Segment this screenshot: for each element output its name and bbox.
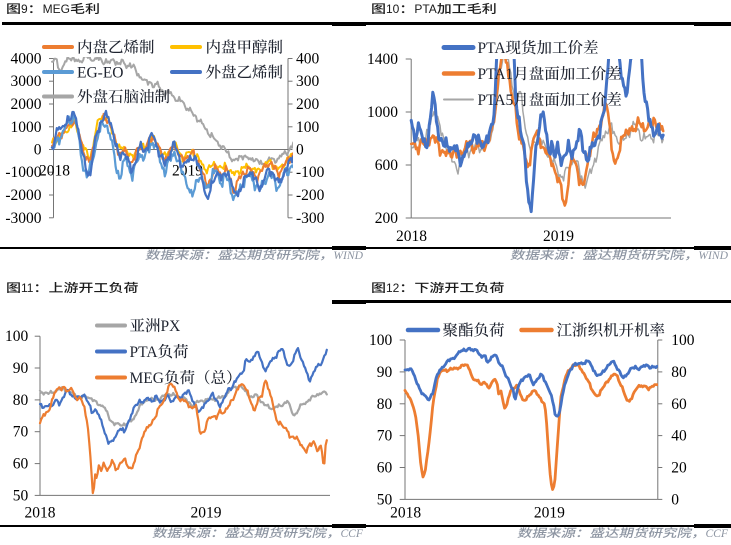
svg-text:亚洲PX: 亚洲PX [130,318,181,335]
svg-text:100: 100 [671,332,695,349]
svg-text:聚酯负荷: 聚酯负荷 [443,322,505,340]
svg-text:0: 0 [296,142,304,159]
svg-text:2018: 2018 [396,228,427,245]
svg-text:20: 20 [671,460,687,477]
svg-text:MEG负荷（总）: MEG负荷（总） [130,369,242,387]
svg-text:2018: 2018 [25,505,56,522]
svg-text:40: 40 [671,428,687,445]
svg-text:PTA1月盘面加工价差: PTA1月盘面加工价差 [478,65,622,83]
svg-text:200: 200 [296,96,320,113]
svg-text:2018: 2018 [390,505,421,522]
svg-text:80: 80 [671,364,687,381]
svg-text:100: 100 [5,328,29,345]
svg-text:60: 60 [377,460,393,477]
svg-text:1000: 1000 [11,119,42,136]
svg-text:4000: 4000 [11,51,42,68]
svg-text:80: 80 [377,396,393,413]
svg-text:PTA5月盘面加工价差: PTA5月盘面加工价差 [478,91,622,109]
svg-text:PTA负荷: PTA负荷 [130,343,189,361]
svg-text:3000: 3000 [11,73,42,90]
svg-text:-100: -100 [296,164,325,181]
svg-text:100: 100 [296,119,320,136]
svg-text:200: 200 [375,210,399,227]
svg-text:300: 300 [296,73,320,90]
svg-text:-3000: -3000 [5,210,41,227]
svg-text:1000: 1000 [367,104,398,121]
svg-text:1400: 1400 [367,51,398,68]
svg-text:外盘石脑油制: 外盘石脑油制 [77,88,170,106]
svg-text:70: 70 [13,424,29,441]
svg-text:0: 0 [34,142,42,159]
svg-text:60: 60 [13,456,29,473]
svg-text:2018: 2018 [39,163,70,180]
svg-text:2019: 2019 [543,228,574,245]
svg-text:-300: -300 [296,210,325,227]
svg-text:EG-EO: EG-EO [77,65,124,82]
svg-text:2000: 2000 [11,96,42,113]
svg-text:50: 50 [377,491,393,508]
svg-text:400: 400 [296,51,320,68]
svg-text:100: 100 [369,332,393,349]
svg-text:-200: -200 [296,187,325,204]
svg-text:90: 90 [13,360,29,377]
svg-text:60: 60 [671,396,687,413]
svg-text:外盘乙烯制: 外盘乙烯制 [206,64,284,82]
svg-text:0: 0 [671,491,679,508]
svg-text:80: 80 [13,392,29,409]
svg-text:PTA现货加工价差: PTA现货加工价差 [478,39,599,57]
svg-text:-2000: -2000 [5,187,41,204]
svg-text:600: 600 [375,157,399,174]
svg-text:内盘甲醇制: 内盘甲醇制 [206,39,284,57]
svg-text:-1000: -1000 [5,164,41,181]
svg-text:2019: 2019 [191,505,222,522]
svg-text:2019: 2019 [534,505,565,522]
svg-text:内盘乙烯制: 内盘乙烯制 [77,39,155,57]
svg-text:江浙织机开机率: 江浙织机开机率 [557,322,666,340]
svg-text:70: 70 [377,428,393,445]
svg-text:90: 90 [377,364,393,381]
svg-text:50: 50 [13,487,29,504]
